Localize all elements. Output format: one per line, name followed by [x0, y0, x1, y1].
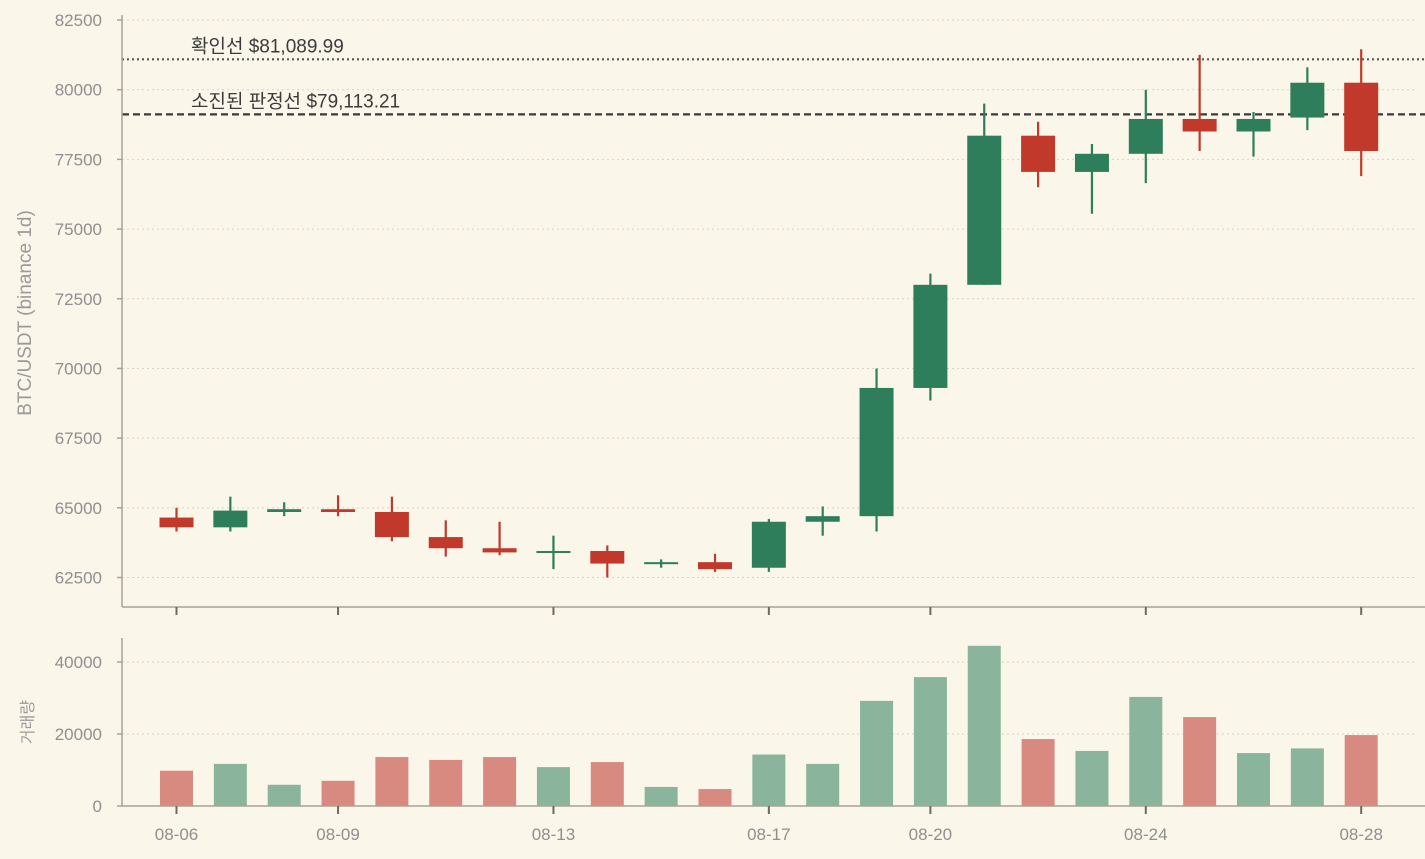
price-y-tick-label: 67500 [55, 429, 102, 448]
volume-bar [590, 762, 624, 806]
candle-body [1182, 118, 1217, 132]
volume-bar [860, 700, 894, 806]
candle-body [751, 521, 786, 568]
volume-bar [698, 789, 732, 806]
volume-y-tick-label: 40000 [55, 653, 102, 672]
volume-y-tick-label: 0 [93, 797, 102, 816]
volume-grid [122, 661, 1415, 735]
candle-body [644, 562, 679, 565]
x-tick-label: 08-17 [747, 825, 790, 844]
volume-bar [967, 645, 1001, 806]
candle-body [698, 562, 732, 570]
price-y-tick-label: 82500 [55, 11, 102, 30]
candle-body [1290, 82, 1325, 118]
volume-bar [1344, 735, 1378, 806]
volume-bar [160, 770, 193, 806]
volume-bar [806, 763, 840, 806]
volume-bar [375, 757, 409, 806]
candle-body [805, 516, 840, 522]
candle-body [1236, 118, 1271, 132]
volume-bar [1183, 717, 1217, 806]
price-y-tick-label: 75000 [55, 220, 102, 239]
price-y-tick-label: 80000 [55, 81, 102, 100]
candle-body [267, 509, 302, 512]
volume-bar [267, 784, 301, 806]
volume-bar [483, 757, 517, 806]
volume-bar [1290, 748, 1324, 806]
volume-axis-title: 거래량 [19, 700, 37, 744]
candle-body [482, 548, 517, 553]
candle-body [1344, 82, 1379, 152]
price-y-tick-label: 65000 [55, 499, 102, 518]
price-panel: 확인선 $81,089.99 소진된 판정선 $79,113.21 62500 65… [15, 11, 1425, 615]
volume-bars [160, 645, 1378, 806]
candle-body [321, 509, 356, 512]
candle-body [967, 135, 1002, 285]
volume-axes: 0 20000 40000 08-06 08-09 08-13 08-17 08-20 08-2… [55, 638, 1425, 844]
volume-bar [536, 767, 570, 806]
candle-body [374, 511, 409, 538]
price-y-tick-label: 77500 [55, 150, 102, 169]
candle-body [213, 510, 248, 528]
reference-line-label: 소진된 판정선 $79,113.21 [191, 90, 400, 112]
x-tick-label: 08-28 [1339, 825, 1382, 844]
volume-bar [1021, 739, 1055, 806]
volume-panel: 0 20000 40000 08-06 08-09 08-13 08-17 08-20 08-2… [19, 638, 1425, 844]
volume-bar [1129, 696, 1163, 806]
x-tick-label: 08-13 [532, 825, 575, 844]
volume-bar [752, 754, 786, 806]
candles [159, 49, 1379, 578]
price-y-tick-label: 62500 [55, 569, 102, 588]
volume-bar [644, 786, 678, 806]
volume-bar [213, 763, 247, 806]
price-y-tick-label: 70000 [55, 359, 102, 378]
candle-body [913, 284, 948, 388]
x-tick-label: 08-06 [155, 825, 198, 844]
volume-bar [429, 759, 463, 806]
candle-body [536, 551, 571, 554]
candle-body [159, 517, 194, 528]
candle-body [428, 537, 463, 549]
x-tick-label: 08-20 [909, 825, 952, 844]
candle-body [590, 551, 625, 564]
candle-body [859, 387, 894, 517]
price-axes: 62500 65000 67500 70000 72500 75000 77500 80000… [55, 11, 1425, 615]
volume-bar [1237, 753, 1270, 806]
price-axis-title: BTC/USDT (binance 1d) [15, 210, 36, 416]
volume-bar [913, 677, 947, 806]
price-y-tick-label: 72500 [55, 290, 102, 309]
reference-line-label: 확인선 $81,089.99 [191, 35, 344, 57]
volume-y-tick-label: 20000 [55, 725, 102, 744]
candle-body [1128, 118, 1163, 154]
x-tick-label: 08-09 [316, 825, 359, 844]
volume-bar [321, 780, 355, 806]
x-tick-label: 08-24 [1124, 825, 1167, 844]
reference-lines: 확인선 $81,089.99 소진된 판정선 $79,113.21 [122, 35, 1425, 116]
candle-body [1021, 135, 1056, 172]
volume-bar [1075, 750, 1109, 806]
candle-body [1074, 153, 1109, 172]
